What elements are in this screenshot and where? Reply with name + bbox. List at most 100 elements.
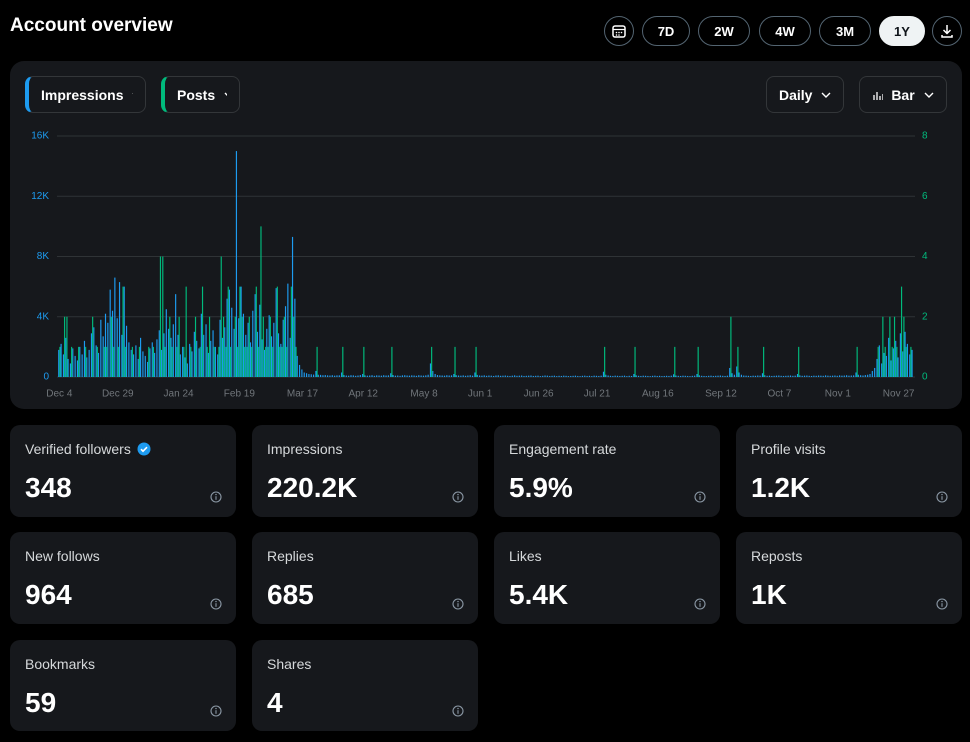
bar [778, 375, 780, 377]
bar [905, 346, 907, 377]
info-icon[interactable] [936, 598, 948, 610]
bar [107, 322, 109, 377]
bar [514, 375, 516, 377]
bar [280, 343, 282, 377]
stat-card: New follows 964 [10, 532, 236, 624]
range-button[interactable]: 4W [759, 16, 811, 46]
bar [701, 375, 703, 377]
info-icon[interactable] [210, 491, 222, 503]
range-button[interactable]: 3M [819, 16, 871, 46]
bar [247, 322, 249, 377]
bar [268, 315, 270, 377]
bar [158, 330, 160, 377]
calendar-button[interactable] [604, 16, 634, 46]
bar [392, 375, 394, 377]
bar [100, 319, 102, 377]
bar [76, 360, 79, 377]
bar [836, 375, 838, 377]
bar [869, 373, 871, 377]
metric-dropdown[interactable]: Impressions [25, 76, 146, 113]
bar [252, 310, 254, 377]
info-icon[interactable] [452, 598, 464, 610]
bar [820, 375, 822, 377]
info-icon[interactable] [452, 705, 464, 717]
bar [222, 316, 225, 377]
dropdown-label: Bar [891, 86, 915, 103]
bar [581, 375, 584, 377]
bar [834, 375, 836, 377]
bar [162, 256, 164, 377]
bar [862, 375, 864, 377]
bar [806, 375, 808, 377]
bar [366, 375, 368, 377]
bar [883, 352, 885, 377]
bar [689, 376, 691, 377]
download-button[interactable] [932, 16, 962, 46]
metric-dropdown[interactable]: Posts [161, 76, 240, 113]
style-dropdown[interactable]: Bar [859, 76, 947, 113]
stat-card: Profile visits 1.2K [736, 425, 962, 517]
range-button[interactable]: 1Y [879, 16, 925, 46]
bar [903, 316, 905, 377]
bar [630, 375, 633, 377]
info-icon[interactable] [210, 705, 222, 717]
bar [242, 313, 245, 377]
bar [203, 334, 205, 377]
chevron [821, 92, 831, 98]
range-button[interactable]: 7D [642, 16, 690, 46]
bar [644, 375, 647, 377]
bar [649, 376, 651, 377]
info-icon[interactable] [694, 598, 706, 610]
bar [457, 375, 460, 377]
bar [813, 375, 815, 377]
bar [764, 375, 766, 377]
bar [159, 256, 162, 377]
bar [511, 375, 513, 377]
bar [856, 346, 858, 377]
bar [724, 375, 726, 377]
chart: 0 4K 8K 12K 16K 0 2 4 6 8 Dec 4 Dec 29 Jan 24 Feb 19 M… [31, 131, 928, 400]
bar [176, 346, 178, 377]
stat-value: 964 [25, 579, 72, 610]
bar [86, 357, 88, 377]
range-button[interactable]: 2W [698, 16, 750, 46]
stat-label-text: Reposts [751, 548, 803, 564]
bar [483, 375, 485, 377]
bar [893, 316, 896, 377]
bar [551, 375, 553, 377]
bar [273, 322, 275, 377]
y2-tick-label: 6 [922, 191, 928, 202]
y2-tick-label: 4 [922, 251, 928, 262]
bar [363, 346, 365, 377]
x-tick-label: Feb 19 [224, 389, 256, 400]
bar [586, 375, 588, 377]
bar [60, 343, 62, 377]
bar [327, 375, 329, 377]
bar [394, 375, 396, 377]
info-icon[interactable] [210, 598, 222, 610]
bar [752, 375, 754, 377]
bar [123, 286, 125, 377]
info-icon[interactable] [936, 491, 948, 503]
info-icon[interactable] [452, 491, 464, 503]
bar [500, 375, 502, 377]
bar [263, 349, 266, 377]
bar [110, 316, 112, 377]
bar [703, 375, 705, 377]
bar [207, 352, 209, 377]
stat-value: 5.4K [509, 579, 569, 610]
bar [406, 375, 408, 377]
dropdown-label: Impressions [41, 86, 124, 103]
bar [436, 375, 439, 377]
y2-tick-label: 2 [922, 311, 928, 322]
interval-dropdown[interactable]: Daily [766, 76, 844, 113]
info-icon[interactable] [694, 491, 706, 503]
bar [67, 358, 69, 377]
bar [441, 375, 443, 377]
bar [768, 375, 771, 377]
bar [156, 339, 158, 377]
bar [860, 375, 862, 377]
bar [401, 375, 404, 377]
bar [233, 328, 235, 377]
stat-label-text: Verified followers [25, 441, 131, 457]
